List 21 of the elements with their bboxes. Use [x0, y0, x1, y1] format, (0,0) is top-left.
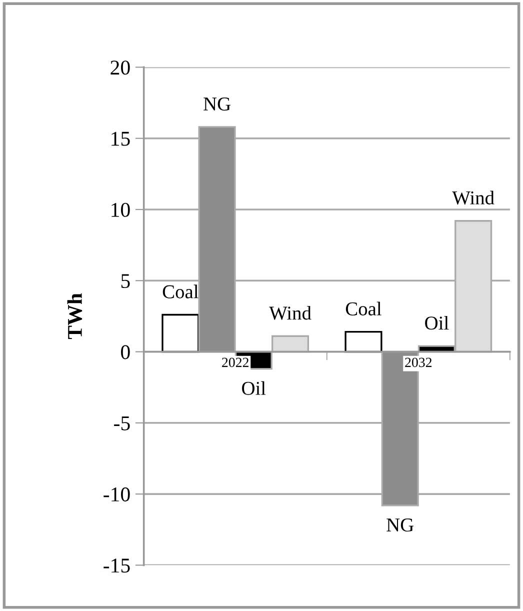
y-tick-label: 5 [121, 274, 130, 288]
y-tick-label: -15 [104, 558, 130, 573]
x-tick-label: 2032 [405, 358, 432, 368]
text: Wind [452, 190, 494, 205]
y-tick-label: 10 [112, 202, 130, 217]
y-tick-label: 15 [112, 132, 130, 146]
y-axis-title: TWh [67, 293, 82, 340]
y-tick-label: -5 [114, 416, 130, 430]
series-label: Wind [269, 306, 312, 320]
text: Coal [346, 302, 382, 316]
bar [344, 331, 382, 353]
text: Oil [425, 316, 449, 330]
bar [162, 314, 200, 353]
text: NG [204, 98, 230, 111]
y-tick-label: 20 [110, 60, 130, 75]
series-label: Coal [162, 284, 198, 298]
y-tick-label: -10 [104, 487, 130, 502]
y-tick-label: 0 [121, 345, 130, 360]
series-label: NG [386, 518, 414, 532]
series-label: Oil [242, 381, 266, 395]
x-tick-label: 2022 [222, 358, 248, 368]
